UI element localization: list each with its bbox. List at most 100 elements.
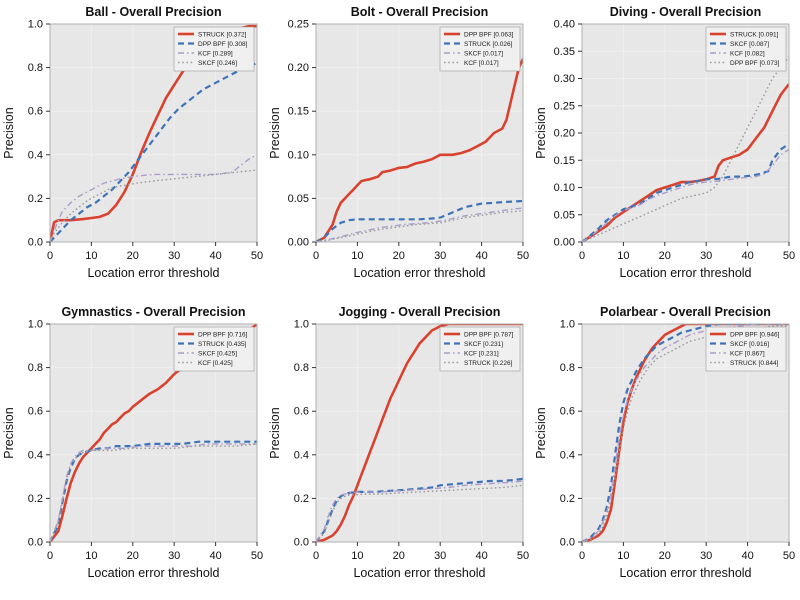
series-line-kcf (316, 480, 523, 542)
xtick-label: 40 (475, 250, 487, 262)
ytick-label: 0.20 (288, 62, 309, 74)
xtick-label: 0 (579, 250, 585, 262)
ytick-label: 0.00 (554, 237, 575, 249)
ytick-label: 0.8 (560, 362, 575, 374)
legend: DPP BPF [0.716] STRUCK [0.435] SKCF [0.425… (173, 326, 255, 372)
plot-title: Ball - Overall Precision (85, 5, 221, 19)
ytick-label: 1.0 (28, 319, 43, 331)
series-line-dpp-bpf (582, 324, 789, 542)
subplot-ball: 0.0 0.2 0.4 0.6 0.8 1.0 0 10 20 30 40 50 Ball - Over… (2, 5, 263, 280)
xtick-label: 0 (579, 550, 585, 562)
xtick-label: 50 (517, 550, 529, 562)
series-line-struck (50, 440, 257, 542)
legend-label-kcf: KCF [0.425] (198, 360, 233, 367)
xaxis-label: Location error threshold (353, 266, 485, 280)
series-line-kcf (582, 148, 789, 242)
legend-label-kcf: KCF [0.289] (198, 50, 233, 57)
series-group (316, 58, 523, 242)
legend-label-dpp-bpf: DPP BPF [0.716] (198, 331, 248, 338)
legend-label-skcf: SKCF [0.425] (198, 350, 237, 357)
ytick-label: 1.0 (560, 319, 575, 331)
ytick-label: 0.10 (554, 182, 575, 194)
plot-title: Bolt - Overall Precision (351, 5, 489, 19)
xtick-label: 10 (617, 250, 629, 262)
xtick-label: 40 (741, 550, 753, 562)
ytick-label: 0.15 (554, 155, 575, 167)
legend-label-struck: STRUCK [0.372] (198, 31, 247, 38)
plot-border (315, 23, 524, 243)
legend-label-skcf: SKCF [0.231] (464, 341, 503, 348)
ytick-label: 0.8 (28, 362, 43, 374)
plot-border (49, 323, 258, 543)
xtick-label: 20 (127, 550, 139, 562)
ytick-label: 0.25 (288, 19, 309, 31)
ytick-label: 0.2 (28, 193, 43, 205)
series-line-dpp-bpf (316, 58, 523, 242)
xtick-label: 40 (475, 550, 487, 562)
plot-border (315, 323, 524, 543)
series-line-dpp-bpf (316, 324, 523, 542)
xtick-label: 0 (313, 550, 319, 562)
legend-label-dpp-bpf: DPP BPF [0.946] (730, 331, 780, 338)
xtick-label: 30 (168, 250, 180, 262)
legend-label-struck: STRUCK [0.026] (464, 41, 513, 48)
ytick-label: 0.0 (560, 537, 575, 549)
xtick-label: 10 (351, 250, 363, 262)
yaxis-label: Precision (2, 107, 16, 158)
yaxis-label: Precision (534, 107, 548, 158)
xaxis-label: Location error threshold (619, 266, 751, 280)
ytick-label: 0.15 (288, 106, 309, 118)
xtick-label: 0 (47, 250, 53, 262)
series-group (582, 324, 789, 542)
yaxis-label: Precision (268, 407, 282, 458)
ytick-label: 0.40 (554, 19, 575, 31)
ytick-label: 0.6 (294, 406, 309, 418)
xtick-label: 0 (47, 550, 53, 562)
xtick-label: 30 (434, 250, 446, 262)
yaxis-label: Precision (534, 407, 548, 458)
plot-border (49, 23, 258, 243)
ytick-label: 0.0 (28, 237, 43, 249)
legend-label-skcf: SKCF [0.246] (198, 60, 237, 67)
plot-title: Diving - Overall Precision (610, 5, 761, 19)
xtick-label: 50 (251, 250, 263, 262)
xaxis-label: Location error threshold (87, 266, 219, 280)
series-group (316, 324, 523, 542)
xtick-label: 30 (434, 550, 446, 562)
plot-title: Gymnastics - Overall Precision (61, 305, 245, 319)
subplot-polarbear: 0.0 0.2 0.4 0.6 0.8 1.0 0 10 20 30 40 50 Polarbear -… (534, 305, 795, 580)
subplot-jogging: 0.0 0.2 0.4 0.6 0.8 1.0 0 10 20 30 40 50 Jogging - O… (268, 305, 529, 580)
subplot-bolt: 0.00 0.05 0.10 0.15 0.20 0.25 0 10 20 30 40 50 Bolt … (268, 5, 529, 280)
ytick-label: 0.0 (28, 537, 43, 549)
ytick-label: 0.05 (288, 193, 309, 205)
ytick-label: 0.6 (28, 106, 43, 118)
ytick-label: 0.4 (28, 149, 43, 161)
legend: DPP BPF [0.787] SKCF [0.231] KCF [0.231] ST… (439, 326, 521, 372)
legend-label-struck: STRUCK [0.844] (730, 360, 779, 367)
series-line-skcf (582, 324, 789, 542)
series-line-skcf (50, 169, 257, 242)
series-line-kcf (50, 154, 257, 242)
xtick-label: 40 (209, 250, 221, 262)
ytick-label: 0.4 (28, 449, 43, 461)
legend: DPP BPF [0.946] SKCF [0.916] KCF [0.867] ST… (705, 326, 787, 372)
legend-label-kcf: KCF [0.231] (464, 350, 499, 357)
ytick-label: 0.4 (560, 449, 575, 461)
ytick-label: 0.8 (294, 362, 309, 374)
ytick-label: 0.6 (28, 406, 43, 418)
ytick-label: 0.2 (294, 493, 309, 505)
xtick-label: 20 (659, 250, 671, 262)
legend: STRUCK [0.091] SKCF [0.087] KCF [0.082] DPP… (705, 26, 787, 72)
xtick-label: 20 (393, 550, 405, 562)
legend-label-struck: STRUCK [0.091] (730, 31, 779, 38)
ytick-label: 0.10 (288, 149, 309, 161)
xtick-label: 20 (393, 250, 405, 262)
xaxis-label: Location error threshold (353, 566, 485, 580)
legend-label-skcf: SKCF [0.017] (464, 50, 503, 57)
legend-label-struck: STRUCK [0.226] (464, 360, 513, 367)
xtick-label: 10 (85, 250, 97, 262)
legend-label-struck: STRUCK [0.435] (198, 341, 247, 348)
ytick-label: 0.30 (554, 73, 575, 85)
legend-label-dpp-bpf: DPP BPF [0.787] (464, 331, 514, 338)
